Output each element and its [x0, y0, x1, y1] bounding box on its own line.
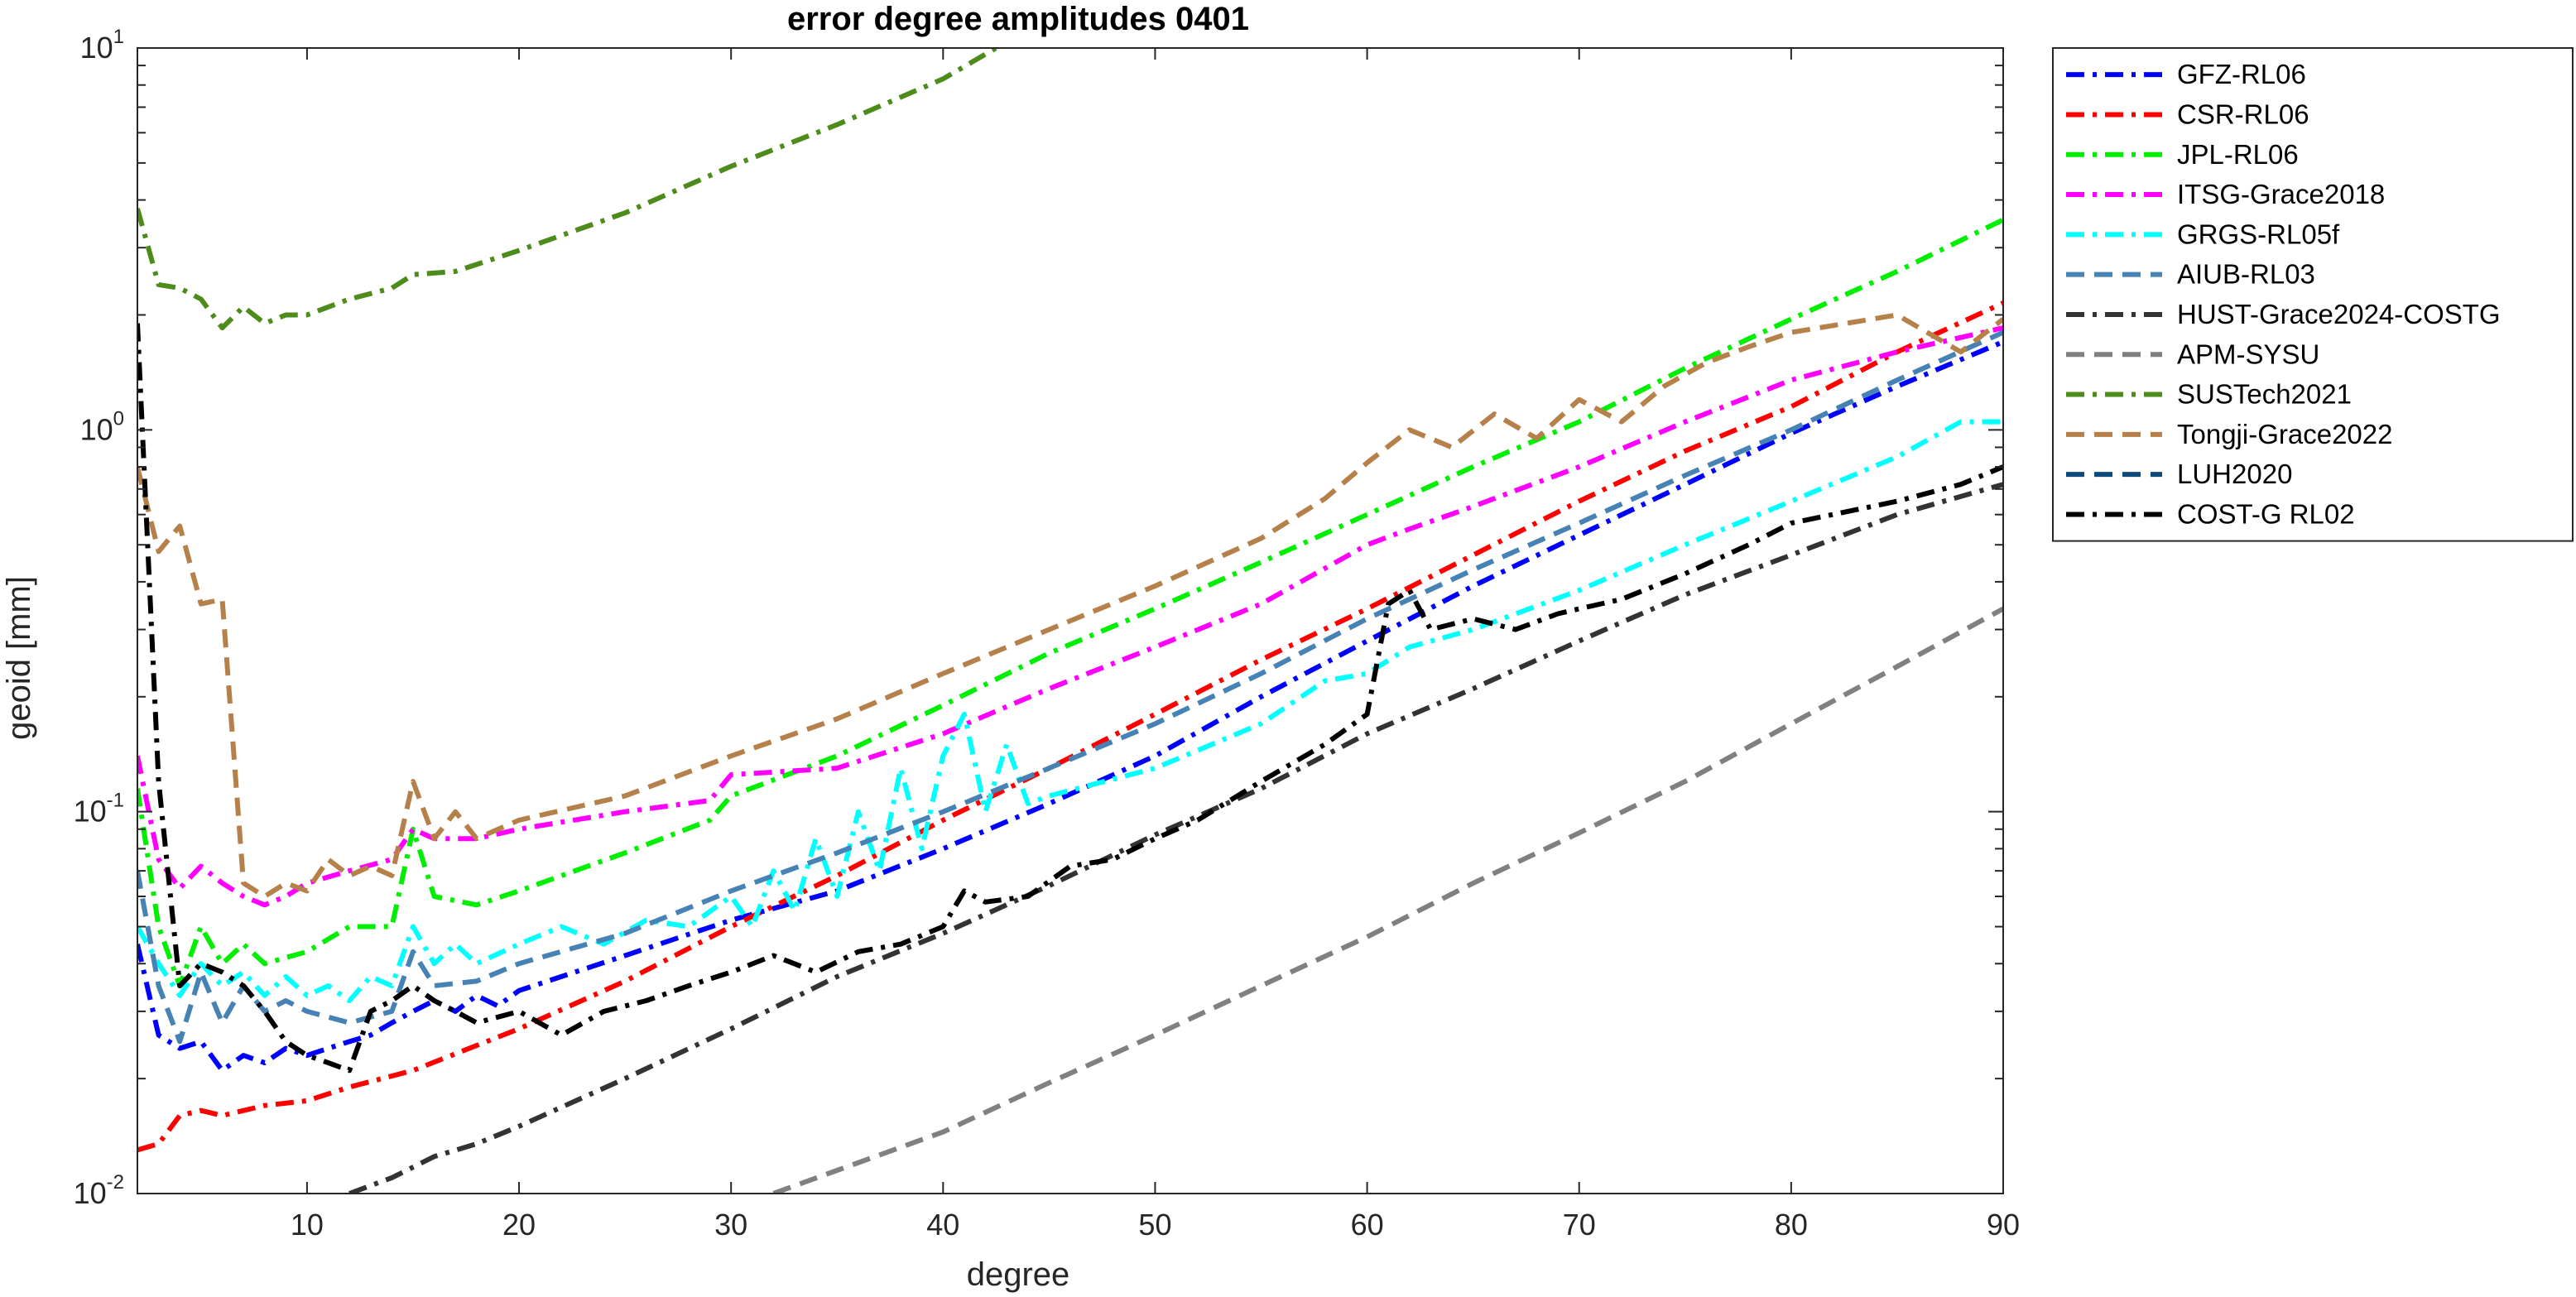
x-tick-label: 40	[926, 1208, 959, 1242]
series-group	[137, 48, 2003, 1194]
plot-area: 10 20 30 40 50 60 70 80 90 10-2 10-1 100 101	[74, 26, 2020, 1242]
series-line-aiub-rl03	[137, 329, 2003, 1045]
series-line-sustech2021	[137, 48, 997, 331]
series-line-tongji-grace2022	[137, 312, 2003, 899]
legend-label-hust-grace2024-costg: HUST-Grace2024-COSTG	[2177, 299, 2501, 329]
legend-box	[2052, 47, 2574, 542]
series-line-gfz-rl06	[137, 339, 2003, 1074]
axes-frame	[137, 47, 2004, 1194]
y-tick-label: 101	[80, 26, 124, 65]
legend-label-apm-sysu: APM-SYSU	[2177, 339, 2319, 369]
x-axis-label: degree	[967, 1256, 1070, 1293]
series-line-itsg-grace2018	[137, 325, 2003, 908]
legend-label-itsg-grace2018: ITSG-Grace2018	[2177, 179, 2385, 209]
series-line-apm-sysu	[772, 606, 2003, 1194]
y-tick-label: 10-1	[74, 790, 124, 829]
legend-label-luh2020: LUH2020	[2177, 459, 2292, 489]
series-line-csr-rl06	[137, 300, 2003, 1153]
legend-label-csr-rl06: CSR-RL06	[2177, 98, 2309, 129]
x-tick-label: 80	[1775, 1208, 1808, 1242]
x-tick-label: 90	[1987, 1208, 2020, 1242]
y-tick-label: 100	[80, 407, 124, 446]
y-axis-label: geoid [mm]	[1, 576, 37, 740]
chart-title: error degree amplitudes 0401	[787, 1, 1249, 37]
legend-label-tongji-grace2022: Tongji-Grace2022	[2177, 419, 2393, 449]
x-tick-label: 10	[291, 1208, 324, 1242]
legend-label-cost-g-rl02: COST-G RL02	[2177, 498, 2355, 529]
x-tick-label: 20	[502, 1208, 536, 1242]
series-line-jpl-rl06	[137, 217, 2003, 988]
x-tick-label: 30	[714, 1208, 747, 1242]
y-tick-label: 10-2	[74, 1171, 124, 1210]
legend-label-gfz-rl06: GFZ-RL06	[2177, 59, 2306, 89]
x-tick-label: 70	[1563, 1208, 1596, 1242]
legend-label-sustech2021: SUSTech2021	[2177, 379, 2352, 410]
x-tick-label: 60	[1351, 1208, 1384, 1242]
legend-label-grgs-rl05f: GRGS-RL05f	[2177, 219, 2340, 249]
legend: GFZ-RL06 CSR-RL06 JPL-RL06 ITSG-Grace2018 GR…	[2052, 47, 2574, 542]
x-tick-label: 50	[1138, 1208, 1171, 1242]
legend-label-jpl-rl06: JPL-RL06	[2177, 139, 2299, 170]
legend-label-aiub-rl03: AIUB-RL03	[2177, 259, 2315, 290]
